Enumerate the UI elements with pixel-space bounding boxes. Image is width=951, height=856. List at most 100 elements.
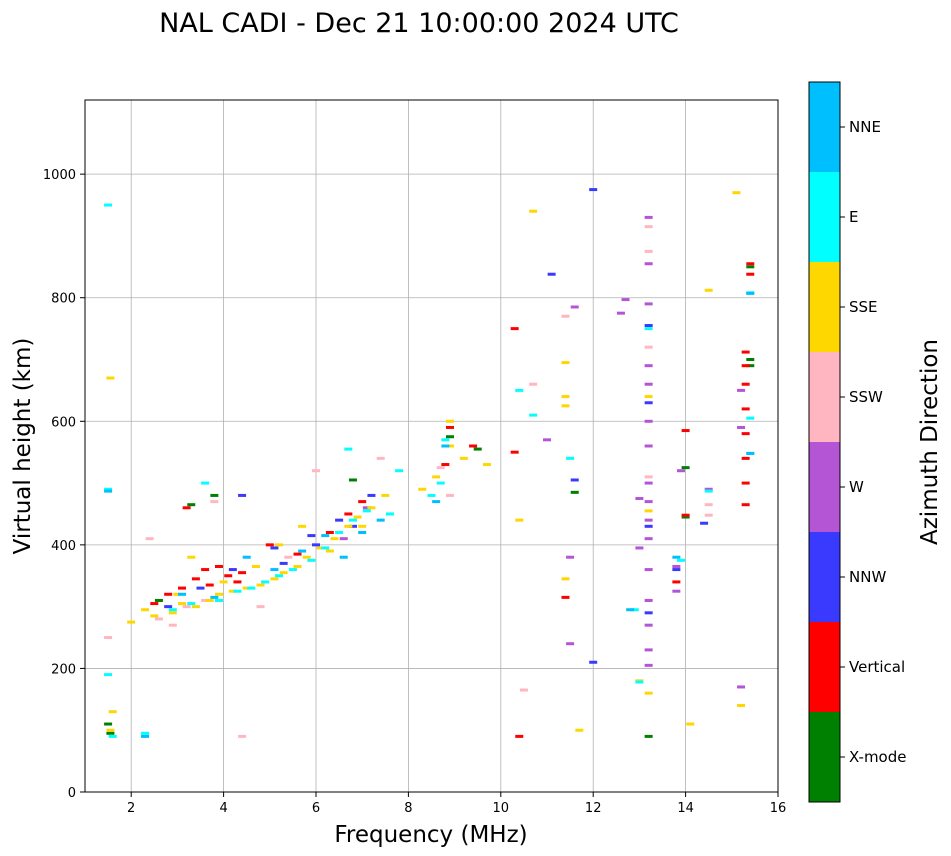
data-point-sse <box>561 577 570 581</box>
data-point-e <box>362 509 371 513</box>
y-tick-label: 0 <box>68 786 76 801</box>
data-point-x-mode <box>348 478 357 482</box>
data-point-sse <box>141 608 150 612</box>
data-point-vertical <box>746 272 755 276</box>
data-point-x-mode <box>746 265 755 269</box>
y-tick-label: 800 <box>51 292 76 307</box>
data-point-w <box>635 546 644 550</box>
data-point-e <box>307 558 316 562</box>
data-point-e <box>635 680 644 684</box>
data-point-nnw <box>335 518 344 522</box>
colorbar-segment <box>809 712 840 802</box>
data-point-e <box>441 438 450 442</box>
data-point-nnw <box>589 188 598 192</box>
data-point-sse <box>205 598 214 602</box>
data-point-nne <box>746 451 755 455</box>
data-point-vertical <box>182 506 191 510</box>
data-point-w <box>543 438 551 442</box>
data-point-sse <box>515 518 524 522</box>
data-point-nnw <box>228 568 237 572</box>
data-point-sse <box>381 493 390 497</box>
data-point-nne <box>141 734 150 738</box>
data-point-sse <box>187 555 196 559</box>
colorbar-segment <box>809 172 840 262</box>
data-point-w <box>737 388 746 392</box>
data-point-x-mode <box>445 435 454 439</box>
data-point-nnw <box>644 611 653 615</box>
data-point-nne <box>339 555 348 559</box>
data-point-sse <box>704 288 713 292</box>
data-point-e <box>233 589 242 593</box>
data-point-vertical <box>741 503 750 507</box>
data-point-vertical <box>741 456 750 460</box>
data-point-w <box>621 298 630 302</box>
data-point-ssw <box>182 605 191 609</box>
data-point-sse <box>108 710 117 714</box>
data-point-e <box>746 416 755 420</box>
colorbar-segment <box>809 82 840 172</box>
data-point-ssw <box>154 617 163 621</box>
data-point-ssw <box>201 598 210 602</box>
data-point-ssw <box>644 225 653 229</box>
data-point-sse <box>529 209 538 213</box>
data-point-w <box>570 305 579 309</box>
data-point-e <box>201 481 210 485</box>
data-point-ssw <box>284 555 293 559</box>
data-point-e <box>214 598 223 602</box>
data-point-sse <box>106 376 115 380</box>
data-point-e <box>704 489 713 493</box>
data-point-sse <box>150 614 159 618</box>
y-axis: 0 200 400 600 800 1000 <box>43 168 85 801</box>
data-point-nnw <box>644 524 653 528</box>
colorbar: X-mode Vertical NNW W SSW SSE E NNE <box>808 81 906 803</box>
data-point-vertical <box>344 512 353 516</box>
data-point-e <box>395 469 404 473</box>
data-point-vertical <box>238 571 247 575</box>
data-point-sse <box>737 704 746 707</box>
data-point-sse <box>302 555 311 559</box>
data-point-sse <box>219 580 228 584</box>
data-point-vertical <box>214 564 223 568</box>
data-point-sse <box>275 543 284 547</box>
data-point-sse <box>644 395 653 399</box>
data-point-nnw <box>270 546 279 550</box>
data-point-e <box>108 734 117 738</box>
data-point-sse <box>358 524 367 528</box>
y-tick-label: 200 <box>51 662 76 677</box>
data-point-w <box>672 564 681 568</box>
data-point-w <box>566 555 575 559</box>
colorbar-tick-label: E <box>849 208 858 226</box>
data-point-vertical <box>224 574 233 578</box>
data-point-sse <box>127 620 136 624</box>
data-point-nne <box>746 291 755 295</box>
data-point-nne <box>432 500 441 504</box>
data-point-x-mode <box>746 364 755 368</box>
data-point-vertical <box>741 432 750 436</box>
y-tick-label: 400 <box>51 539 76 554</box>
data-point-ssw <box>436 466 445 470</box>
data-point-ssw <box>519 688 528 692</box>
data-point-x-mode <box>187 503 196 507</box>
data-point-nnw <box>589 660 598 664</box>
data-point-sse <box>106 728 115 732</box>
data-point-sse <box>575 728 584 732</box>
y-tick-label: 600 <box>51 415 76 430</box>
data-point-w <box>339 537 348 541</box>
data-point-e <box>436 481 445 485</box>
data-point-sse <box>353 515 362 519</box>
data-point-nne <box>210 595 219 599</box>
data-point-vertical <box>741 364 750 368</box>
colorbar-frame <box>808 81 841 803</box>
data-point-e <box>104 487 113 491</box>
data-point-sse <box>298 524 307 528</box>
data-point-vertical <box>201 568 210 572</box>
data-point-nne <box>626 608 635 612</box>
data-point-ssw <box>704 513 713 517</box>
colorbar-segment <box>809 442 840 532</box>
data-point-nne <box>441 444 450 448</box>
data-point-e <box>644 327 653 331</box>
data-point-x-mode <box>681 466 690 470</box>
data-point-w <box>737 685 746 689</box>
data-point-nnw <box>644 324 653 328</box>
